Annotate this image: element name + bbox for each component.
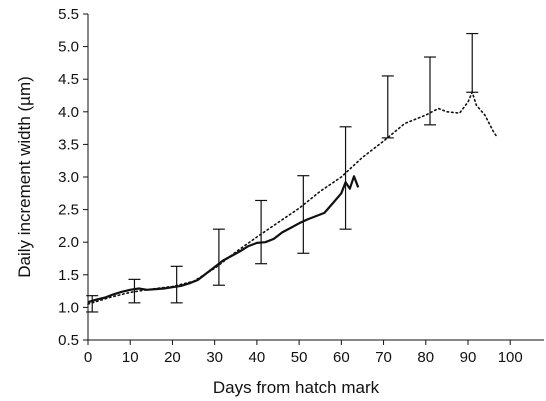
error-bars bbox=[86, 32, 479, 313]
error-bar bbox=[86, 295, 99, 313]
axes bbox=[87, 14, 544, 341]
error-bar bbox=[255, 199, 268, 265]
y-tick-label: 5.5 bbox=[58, 6, 79, 23]
y-tick-label: 0.5 bbox=[58, 332, 79, 349]
y-tick-label: 3.5 bbox=[58, 136, 79, 153]
x-tick-label: 50 bbox=[291, 349, 308, 366]
x-axis-ticks: 0 10 20 30 40 50 60 70 80 90 100 bbox=[84, 340, 523, 366]
y-tick-label: 1.0 bbox=[58, 299, 79, 316]
error-bar bbox=[381, 75, 394, 139]
error-bar bbox=[128, 278, 141, 304]
dotted-series-line bbox=[87, 89, 499, 305]
error-bar bbox=[424, 56, 436, 126]
x-tick-label: 20 bbox=[164, 349, 181, 366]
error-bar bbox=[339, 126, 352, 230]
x-tick-label: 60 bbox=[333, 349, 350, 366]
error-bar bbox=[170, 265, 183, 304]
y-tick-label: 2.0 bbox=[58, 234, 79, 251]
y-tick-label: 4.5 bbox=[58, 71, 79, 88]
x-tick-label: 40 bbox=[249, 349, 266, 366]
x-tick-label: 100 bbox=[498, 349, 523, 366]
y-axis-title: Daily increment width (µm) bbox=[15, 76, 34, 278]
y-tick-label: 3.0 bbox=[58, 169, 79, 186]
solid-series-line bbox=[87, 175, 360, 304]
x-tick-label: 0 bbox=[84, 349, 92, 366]
y-tick-label: 1.5 bbox=[58, 267, 79, 284]
x-tick-label: 90 bbox=[460, 349, 477, 366]
series-layer bbox=[87, 89, 499, 305]
x-tick-label: 80 bbox=[417, 349, 434, 366]
y-tick-label: 5.0 bbox=[58, 39, 79, 56]
error-bar bbox=[297, 175, 310, 254]
y-tick-label: 4.0 bbox=[58, 104, 79, 121]
x-tick-label: 10 bbox=[122, 349, 139, 366]
error-bar bbox=[212, 228, 225, 286]
x-tick-label: 70 bbox=[375, 349, 392, 366]
error-bar bbox=[466, 32, 479, 93]
y-tick-label: 2.5 bbox=[58, 202, 79, 219]
y-axis-ticks: 0.5 1.0 1.5 2.0 2.5 3.0 3.5 4.0 4.5 5.0 5.5 bbox=[58, 6, 88, 349]
x-axis-title: Days from hatch mark bbox=[213, 378, 380, 397]
x-tick-label: 30 bbox=[206, 349, 223, 366]
